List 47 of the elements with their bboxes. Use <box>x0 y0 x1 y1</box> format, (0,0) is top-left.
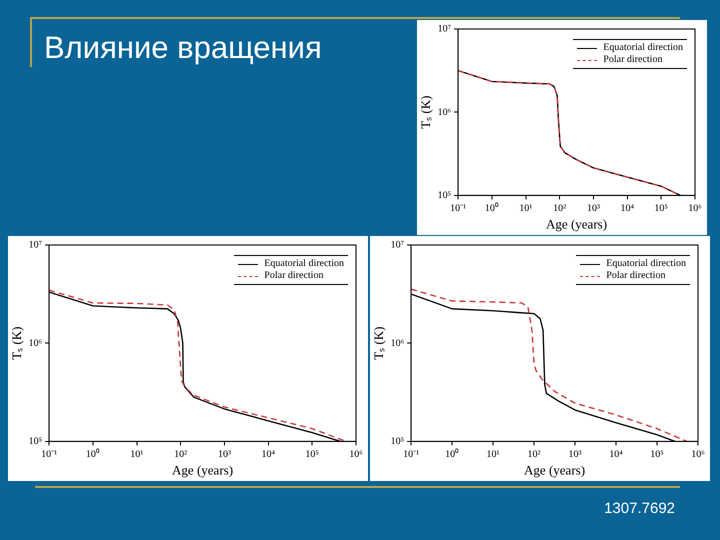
legend-label: Polar direction <box>606 270 666 282</box>
x-tick-label: 10⁴ <box>609 449 624 460</box>
y-tick-label: 10⁷ <box>28 240 43 251</box>
y-axis-title: Tₛ (K) <box>9 326 24 360</box>
legend-label: Polar direction <box>603 54 662 66</box>
x-tick-label: 10⁴ <box>620 203 635 214</box>
x-tick-label: 10¹ <box>486 449 500 460</box>
x-tick-label: 10⁰ <box>86 448 100 460</box>
x-tick-label: 10⁵ <box>654 203 668 214</box>
legend-label: Polar direction <box>264 270 324 282</box>
x-tick-label: 10³ <box>568 449 582 460</box>
y-tick-label: 10⁶ <box>28 338 43 349</box>
y-tick-label: 10⁷ <box>438 24 452 35</box>
legend-label: Equatorial direction <box>264 258 344 270</box>
x-tick-label: 10⁶ <box>691 449 706 460</box>
x-tick-label: 10⁻¹ <box>450 203 466 214</box>
x-axis-title: Age (years) <box>524 462 586 478</box>
x-tick-label: 10⁵ <box>305 449 319 460</box>
x-axis-title: Age (years) <box>546 216 608 232</box>
y-tick-label: 10⁵ <box>438 190 452 202</box>
x-tick-label: 10¹ <box>130 449 144 460</box>
legend-label: Equatorial direction <box>603 42 683 54</box>
x-tick-label: 10⁻¹ <box>41 449 58 460</box>
y-tick-label: 10⁶ <box>390 338 405 349</box>
x-tick-label: 10⁻¹ <box>403 449 420 460</box>
x-tick-label: 10⁵ <box>650 449 664 460</box>
x-tick-label: 10² <box>174 449 188 460</box>
y-tick-label: 10⁶ <box>438 106 452 118</box>
y-tick-label: 10⁵ <box>28 436 42 448</box>
x-tick-label: 10⁰ <box>445 448 460 460</box>
text: 1307.7692 <box>604 500 675 517</box>
x-tick-label: 10³ <box>586 203 600 214</box>
x-tick-label: 10² <box>553 203 566 214</box>
x-tick-label: 10⁴ <box>262 449 276 460</box>
x-tick-label: 10⁰ <box>484 202 499 214</box>
y-tick-label: 10⁷ <box>390 240 405 251</box>
y-tick-label: 10⁵ <box>390 436 404 448</box>
x-axis-title: Age (years) <box>172 462 234 478</box>
x-tick-label: 10¹ <box>519 203 532 214</box>
x-tick-label: 10⁶ <box>349 449 364 460</box>
y-axis-title: Tₛ (K) <box>418 96 434 129</box>
x-tick-label: 10⁶ <box>688 203 702 214</box>
legend-label: Equatorial direction <box>606 258 686 270</box>
x-tick-label: 10² <box>528 449 541 460</box>
text: Влияние вращения <box>44 30 322 66</box>
x-tick-label: 10³ <box>218 449 231 460</box>
y-axis-title: Tₛ (K) <box>371 326 386 360</box>
